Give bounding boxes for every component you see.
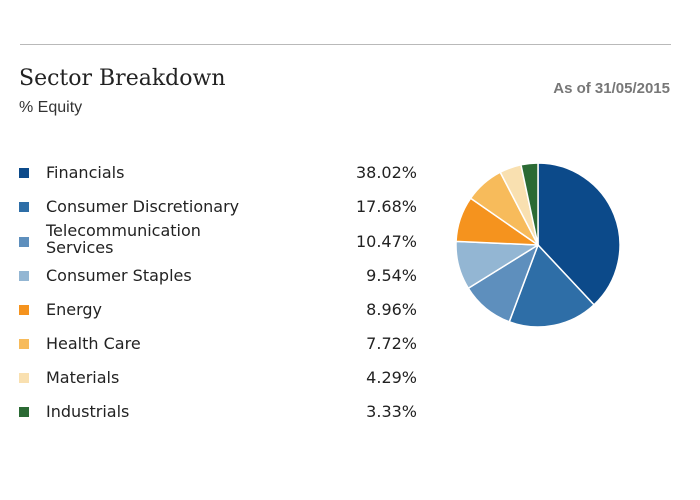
legend-value: 9.54% (366, 266, 417, 285)
legend-value: 4.29% (366, 368, 417, 387)
legend-swatch (19, 407, 29, 417)
legend-item-telecommunication-services: Telecommunication Services 10.47% (19, 222, 419, 257)
legend-label: Telecommunication Services (46, 221, 201, 257)
legend-item-industrials: Industrials 3.33% (19, 399, 419, 427)
legend-value: 7.72% (366, 334, 417, 353)
legend-label: Consumer Staples (46, 266, 192, 285)
legend-item-consumer-staples: Consumer Staples 9.54% (19, 263, 419, 291)
legend-swatch (19, 237, 29, 247)
legend-swatch (19, 202, 29, 212)
legend-label: Energy (46, 300, 103, 319)
legend-label: Consumer Discretionary (46, 197, 240, 216)
pie-slice-industrials (520, 162, 539, 246)
legend-swatch (19, 339, 29, 349)
legend-item-energy: Energy 8.96% (19, 297, 419, 325)
legend-item-health-care: Health Care 7.72% (19, 331, 419, 359)
legend-swatch (19, 373, 29, 383)
chart-title: Sector Breakdown (19, 66, 226, 91)
legend-value: 10.47% (355, 232, 417, 251)
legend-swatch (19, 305, 29, 315)
legend-item-consumer-discretionary: Consumer Discretionary 17.68% (19, 194, 419, 222)
legend-item-financials: Financials 38.02% (19, 160, 419, 188)
legend-label: Financials (46, 163, 125, 182)
legend-swatch (19, 168, 29, 178)
legend-label: Health Care (46, 334, 141, 353)
pie-chart (455, 162, 621, 328)
legend-label: Materials (46, 368, 120, 387)
legend-value: 38.02% (355, 163, 417, 182)
legend-swatch (19, 271, 29, 281)
legend-value: 8.96% (366, 300, 417, 319)
legend-value: 3.33% (366, 402, 417, 421)
legend-value: 17.68% (355, 197, 417, 216)
chart-subtitle: % Equity (19, 99, 83, 116)
top-divider (20, 44, 671, 45)
pie-slice-financials (537, 162, 621, 306)
as-of-date: As of 31/05/2015 (553, 80, 670, 97)
legend-item-materials: Materials 4.29% (19, 365, 419, 393)
legend-label: Industrials (46, 402, 130, 421)
